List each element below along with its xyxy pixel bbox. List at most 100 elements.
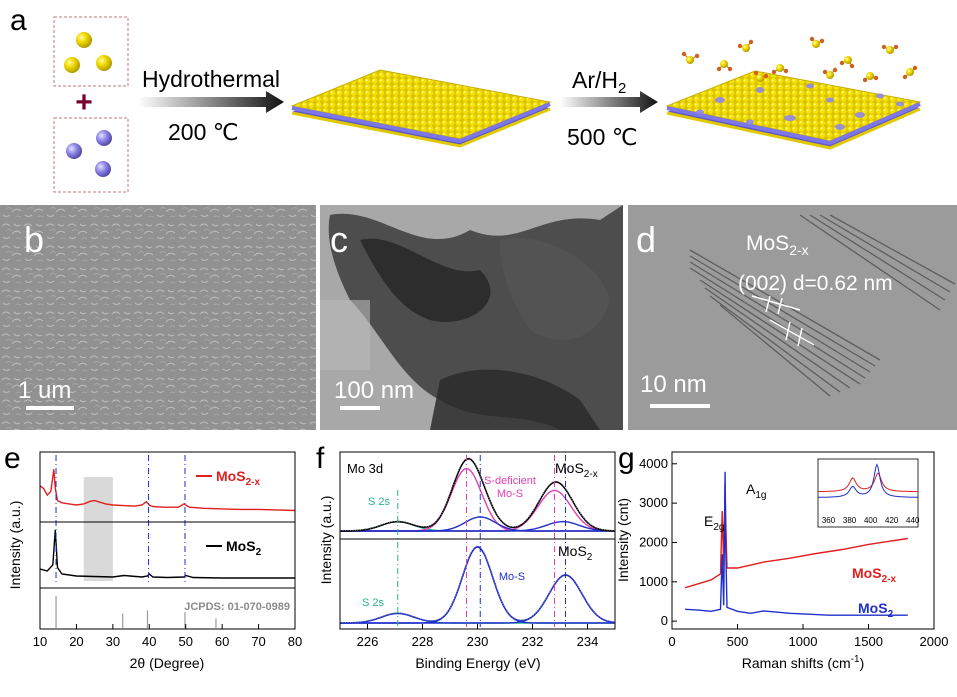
g-plot-frame xyxy=(671,451,935,630)
e-highlight xyxy=(83,477,113,581)
molybdenum-atom xyxy=(96,130,112,146)
e-xtick-label: 60 xyxy=(215,634,229,649)
g-inset-frame xyxy=(817,458,919,528)
lattice-annotation: (002) d=0.62 nm xyxy=(738,272,893,295)
panel-label-e: e xyxy=(4,442,21,475)
f-top-envelope xyxy=(340,458,615,532)
panel-label-g: g xyxy=(618,442,635,475)
g-label-mos2: MoS2 xyxy=(858,600,894,620)
f-xtick-label: 226 xyxy=(357,634,379,649)
molybdenum-precursor-box xyxy=(53,117,129,193)
e-xtick-label: 10 xyxy=(33,634,47,649)
g-inset-xtick-label: 400 xyxy=(864,516,878,525)
e-xtick-label: 80 xyxy=(288,634,302,649)
h2s-molecules xyxy=(681,36,918,83)
g-series-mos2 xyxy=(685,471,908,616)
lattice-markers xyxy=(751,295,815,347)
e-ylabel: Intensity (a.u.) xyxy=(7,501,23,590)
f-xlabel: Binding Energy (eV) xyxy=(415,655,540,671)
f-top-raw xyxy=(340,457,615,531)
panel-label-b: b xyxy=(24,219,44,260)
scale-bar-c xyxy=(340,406,380,410)
sem-image xyxy=(0,205,316,430)
g-ytick-label: 2000 xyxy=(639,534,668,549)
hydrothermal-label: Hydrothermal xyxy=(142,66,280,92)
g-xtick-label: 2000 xyxy=(920,634,949,649)
sulfur-atom xyxy=(76,32,92,48)
f-bottom-envelope xyxy=(340,546,616,624)
f-xtick-label: 234 xyxy=(577,634,599,649)
f-plot-frame xyxy=(339,451,616,630)
e-series-mos2x xyxy=(39,469,296,512)
g-ytick-label: 1000 xyxy=(639,574,668,589)
g-inset-mos2 xyxy=(818,463,918,498)
e-legend-mos2: MoS2 xyxy=(226,538,262,558)
hydrothermal-arrow xyxy=(138,91,284,113)
f-ylabel: Intensity (a.u.) xyxy=(318,496,334,585)
panel-g: g Intensity (cnt) 0 500 1000 1500 2000 0 1000 2… xyxy=(615,442,948,671)
g-inset-xtick-label: 380 xyxy=(843,516,857,525)
f-xtick-label: 232 xyxy=(522,634,544,649)
f-top-peak xyxy=(340,520,615,532)
panel-f: f Intensity (a.u.) 226 228 230 232 234 Mo 3d… xyxy=(316,442,616,671)
g-xtick-label: 1000 xyxy=(789,634,818,649)
f-title: Mo 3d xyxy=(347,461,383,476)
f-xtick-label: 230 xyxy=(467,634,489,649)
panel-label-d: d xyxy=(636,219,656,260)
mos2-x-sheet xyxy=(665,70,922,150)
g-xtick-label: 500 xyxy=(727,634,749,649)
scale-bar-b xyxy=(26,406,74,410)
f-bottom-peak xyxy=(340,612,615,624)
molybdenum-atom xyxy=(66,143,82,159)
panel-d: d MoS2-x (002) d=0.62 nm 10 nm xyxy=(628,205,957,430)
g-inset-xtick-label: 440 xyxy=(906,516,920,525)
g-xtick-label: 1500 xyxy=(854,634,883,649)
panel-b: b 1 um xyxy=(0,205,316,430)
e-xtick-label: 50 xyxy=(178,634,192,649)
e-xtick-label: 70 xyxy=(251,634,265,649)
plus-sign: + xyxy=(75,86,93,119)
panel-label-f: f xyxy=(316,442,325,475)
g-label-mos2x: MoS2-x xyxy=(852,565,896,585)
f-s2s-top: S 2s xyxy=(368,496,391,508)
f-s-deficient-1: S-deficient xyxy=(484,475,536,487)
e-xtick-label: 20 xyxy=(69,634,83,649)
g-ylabel: Intensity (cnt) xyxy=(615,498,631,582)
panel-e: e Intensity (a.u.) 10 20 30 40 50 60 70 80 MoS2… xyxy=(4,442,302,671)
sulfur-atom xyxy=(96,55,112,71)
hrtem-title: MoS2-x xyxy=(746,232,809,258)
e-xlabel: 2θ (Degree) xyxy=(130,655,205,671)
e-plot-frame xyxy=(39,451,296,630)
g-inset-xtick-label: 420 xyxy=(885,516,899,525)
g-inset-xtick-label: 360 xyxy=(822,516,836,525)
g-ytick-label: 4000 xyxy=(639,456,668,471)
panel-c: c 100 nm xyxy=(320,205,623,430)
g-ytick-label: 3000 xyxy=(639,495,668,510)
f-xtick-label: 228 xyxy=(412,634,434,649)
f-s-deficient-2: Mo-S xyxy=(497,488,523,500)
e-jcpds-label: JCPDS: 01-070-0989 xyxy=(184,601,290,613)
annealing-arrow xyxy=(560,91,658,113)
g-label-a1g: A1g xyxy=(746,481,766,501)
f-lower-label: MoS2 xyxy=(558,543,593,563)
g-xlabel: Raman shifts (cm-1) xyxy=(742,654,865,671)
arh2-label: Ar/H2 xyxy=(572,67,626,97)
panel-label-a: a xyxy=(10,4,27,37)
panel-a: a + Hydrothermal 200 ℃ Ar/H2 500 ℃ xyxy=(10,4,922,193)
g-label-e2g: E2g xyxy=(704,513,724,533)
molybdenum-atom xyxy=(95,161,111,177)
f-s2s-bottom: S 2s xyxy=(362,597,385,609)
scale-bar-label-b: 1 um xyxy=(18,377,71,404)
sulfur-precursor-box xyxy=(53,16,129,87)
g-inset-mos2x xyxy=(817,472,918,493)
annealing-temp: 500 ℃ xyxy=(567,124,638,150)
hydrothermal-temp: 200 ℃ xyxy=(168,119,239,145)
g-ytick-label: 0 xyxy=(661,613,668,628)
g-xtick-label: 0 xyxy=(668,634,675,649)
f-mo-s: Mo-S xyxy=(499,571,525,583)
g-series-mos2x xyxy=(684,483,908,589)
scale-bar-label-c: 100 nm xyxy=(334,377,414,404)
sulfur-atom xyxy=(64,57,80,73)
scale-bar-d xyxy=(650,404,710,408)
